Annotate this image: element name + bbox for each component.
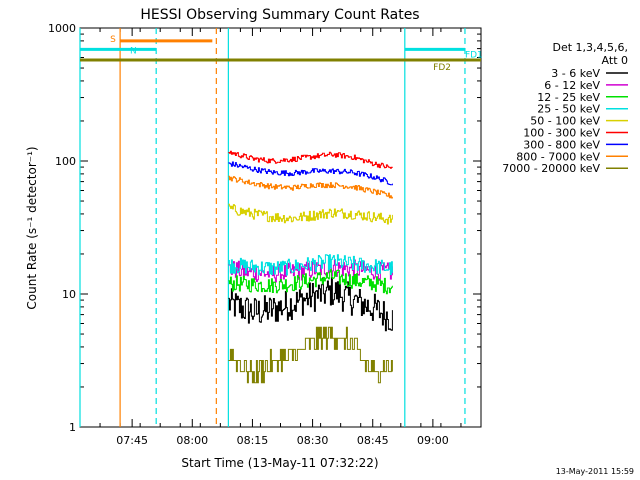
series-line-2 xyxy=(228,269,393,295)
series-line-4 xyxy=(228,203,393,225)
legend-item-label: 50 - 100 keV xyxy=(530,115,600,128)
legend-item-label: 100 - 300 keV xyxy=(523,127,600,140)
legend-header-line2: Att 0 xyxy=(602,54,628,67)
x-tick-label: 08:45 xyxy=(357,434,389,447)
x-tick-label: 08:15 xyxy=(237,434,269,447)
flag-label-n: N xyxy=(130,46,137,56)
x-tick-labels: 07:45 08:00 08:15 08:30 08:45 09:00 xyxy=(116,434,448,447)
series-layer xyxy=(228,150,393,384)
legend-item-label: 800 - 7000 keV xyxy=(516,150,600,163)
footer-timestamp: 13-May-2011 15:59 xyxy=(556,467,634,476)
flag-label-s: S xyxy=(110,35,116,45)
x-axis-label: Start Time (13-May-11 07:32:22) xyxy=(181,456,378,470)
x-tick-label: 07:45 xyxy=(116,434,148,447)
plot-frame xyxy=(79,27,482,428)
legend-item-label: 3 - 6 keV xyxy=(551,67,600,80)
legend-item-label: 300 - 800 keV xyxy=(523,138,600,151)
series-line-0 xyxy=(228,277,393,332)
axis-ticks xyxy=(79,27,482,428)
legend-item-label: 7000 - 20000 keV xyxy=(502,162,600,175)
series-line-8 xyxy=(228,326,393,384)
chart-title: HESSI Observing Summary Count Rates xyxy=(140,7,419,23)
series-line-5 xyxy=(228,150,393,169)
series-line-3 xyxy=(228,254,393,276)
flag-label-fd1: FD1 xyxy=(465,50,483,60)
y-axis-label: Count Rate (s⁻¹ detector⁻¹) xyxy=(25,146,39,309)
legend-item-label: 6 - 12 keV xyxy=(544,79,600,92)
legend-header-line1: Det 1,3,4,5,6, xyxy=(552,41,628,54)
flag-bars: S N FD1 FD2 xyxy=(80,35,483,73)
series-line-7 xyxy=(228,175,393,199)
y-tick-labels: 1 10 100 1000 xyxy=(48,22,76,434)
y-tick-label: 1000 xyxy=(48,22,76,35)
y-tick-label: 1 xyxy=(69,421,76,434)
y-tick-label: 100 xyxy=(55,155,76,168)
y-tick-label: 10 xyxy=(62,288,76,301)
x-tick-label: 08:30 xyxy=(297,434,329,447)
flag-label-fd2: FD2 xyxy=(433,63,451,73)
x-tick-label: 09:00 xyxy=(417,434,449,447)
vertical-markers xyxy=(79,28,466,427)
legend-item-label: 25 - 50 keV xyxy=(537,103,600,116)
x-tick-label: 08:00 xyxy=(176,434,208,447)
legend-item-label: 12 - 25 keV xyxy=(537,91,600,104)
series-line-6 xyxy=(228,161,393,186)
